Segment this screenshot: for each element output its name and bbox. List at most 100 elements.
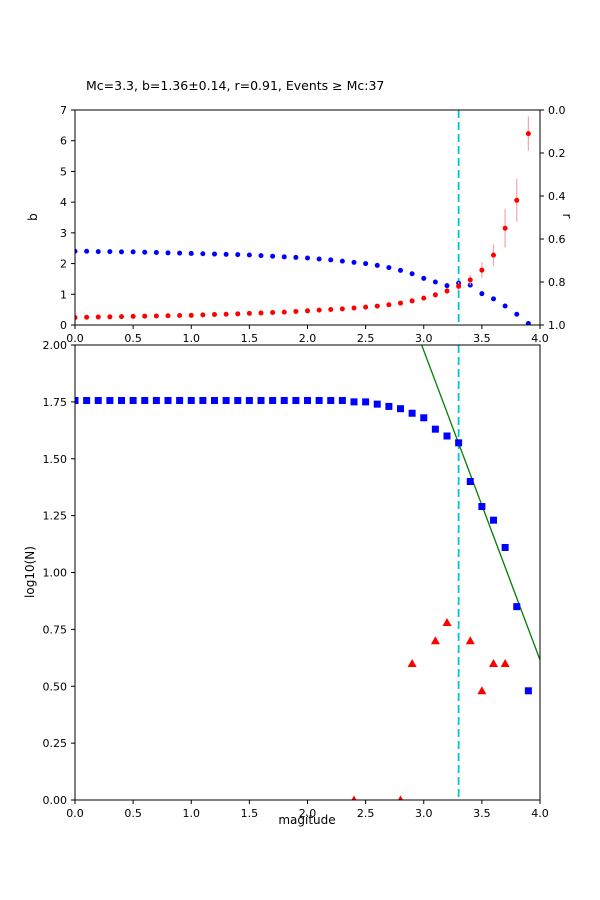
square-marker	[199, 397, 207, 405]
svg-text:0.0: 0.0	[548, 104, 566, 117]
b-value-stability-plot: 0.0 0.5 1.0 1.5 2.0 2.5 3.0 3.5 4.0 0 1 2 3 4 5 6 7 0.0 0.…	[60, 104, 566, 345]
svg-text:0.2: 0.2	[548, 147, 566, 160]
svg-text:1: 1	[60, 288, 67, 301]
circle-marker	[212, 251, 217, 257]
circle-marker	[258, 310, 264, 316]
circle-marker	[444, 288, 450, 294]
svg-text:1.5: 1.5	[241, 807, 259, 820]
circle-marker	[374, 303, 380, 309]
svg-text:3.0: 3.0	[415, 807, 433, 820]
triangle-marker	[465, 636, 475, 645]
square-marker	[129, 397, 137, 405]
square-marker	[385, 402, 393, 410]
circle-marker	[502, 225, 508, 231]
svg-text:7: 7	[60, 104, 67, 117]
svg-text:4.0: 4.0	[531, 332, 549, 345]
circle-marker	[491, 252, 496, 258]
svg-text:3: 3	[60, 227, 67, 240]
square-marker	[152, 397, 160, 405]
svg-text:1.5: 1.5	[241, 332, 259, 345]
svg-text:0.0: 0.0	[66, 332, 84, 345]
triangle-marker	[351, 795, 357, 800]
circle-marker	[212, 311, 217, 317]
svg-text:1.50: 1.50	[43, 453, 68, 466]
incremental-count-series	[351, 618, 510, 800]
triangle-marker	[442, 618, 452, 627]
circle-marker	[398, 300, 403, 306]
circle-marker	[363, 304, 369, 310]
circle-marker	[421, 275, 427, 281]
svg-text:3.5: 3.5	[473, 807, 491, 820]
circle-marker	[75, 314, 78, 320]
svg-text:1.00: 1.00	[43, 567, 68, 580]
circle-marker	[409, 298, 415, 304]
svg-text:3.5: 3.5	[473, 332, 491, 345]
svg-text:0.5: 0.5	[124, 807, 142, 820]
circle-marker	[119, 314, 124, 320]
square-marker	[455, 439, 463, 447]
svg-text:4: 4	[60, 196, 67, 209]
circle-marker	[200, 251, 206, 257]
square-marker	[187, 397, 195, 405]
bottom-plot-y-axis-label: log10(N)	[23, 546, 37, 598]
circle-marker	[432, 292, 438, 298]
square-marker	[350, 398, 358, 406]
square-marker	[478, 503, 486, 511]
square-marker	[304, 397, 311, 405]
circle-marker	[398, 267, 403, 273]
circle-marker	[165, 250, 171, 256]
circle-marker	[305, 308, 310, 314]
svg-text:4.0: 4.0	[531, 807, 549, 820]
svg-text:0.6: 0.6	[548, 233, 566, 246]
svg-text:2.0: 2.0	[299, 332, 317, 345]
svg-text:1.0: 1.0	[548, 319, 566, 332]
square-marker	[420, 414, 428, 422]
circle-marker	[177, 313, 183, 319]
bottom-plot-x-axis-label: magitude	[278, 813, 336, 827]
square-marker	[443, 432, 451, 440]
square-marker	[397, 405, 404, 413]
circle-marker	[351, 305, 357, 311]
circle-marker	[502, 303, 508, 309]
circle-marker	[467, 277, 473, 283]
square-marker	[362, 398, 370, 406]
svg-text:0.50: 0.50	[43, 680, 68, 693]
circle-marker	[293, 254, 299, 260]
svg-text:0.8: 0.8	[548, 276, 566, 289]
square-marker	[211, 397, 218, 405]
square-marker	[176, 397, 184, 405]
square-marker	[524, 687, 532, 695]
circle-marker	[107, 249, 113, 255]
svg-text:3.0: 3.0	[415, 332, 433, 345]
circle-marker	[456, 283, 462, 289]
circle-marker	[119, 249, 124, 255]
circle-marker	[142, 249, 148, 255]
b-value-series	[75, 248, 531, 325]
circle-marker	[363, 261, 369, 267]
circle-marker	[421, 295, 427, 301]
square-marker	[164, 397, 172, 405]
circle-marker	[95, 249, 101, 255]
frequency-magnitude-plot: 0.0 0.5 1.0 1.5 2.0 2.5 3.0 3.5 4.0 0.00 0.25 0.50 0…	[43, 339, 549, 820]
circle-marker	[351, 259, 357, 265]
square-marker	[94, 397, 102, 405]
circle-marker	[142, 313, 148, 319]
circle-marker	[153, 250, 159, 256]
triangle-marker	[407, 659, 417, 667]
r-value-series	[75, 116, 531, 320]
circle-marker	[409, 271, 415, 277]
svg-text:0.00: 0.00	[43, 794, 68, 807]
circle-marker	[479, 291, 485, 297]
cumulative-count-series	[75, 397, 532, 695]
circle-marker	[130, 313, 136, 319]
circle-marker	[246, 310, 252, 316]
circle-marker	[153, 313, 159, 319]
svg-text:0.75: 0.75	[43, 623, 68, 636]
axes-frame	[74, 109, 541, 326]
square-marker	[373, 400, 381, 408]
circle-marker	[316, 256, 322, 262]
svg-text:1.25: 1.25	[43, 510, 68, 523]
circle-marker	[107, 314, 113, 320]
circle-marker	[95, 314, 101, 320]
